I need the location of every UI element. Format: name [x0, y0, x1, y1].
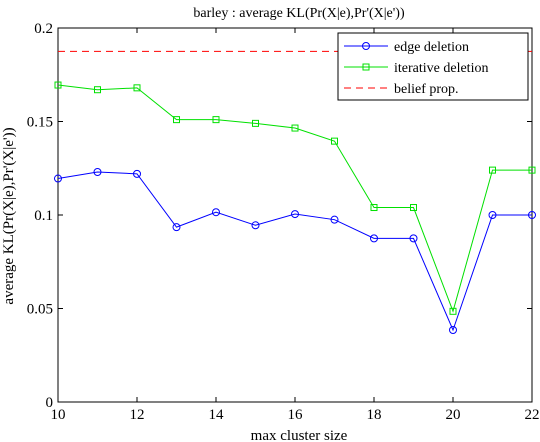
data-point-edge-deletion: [54, 174, 62, 183]
legend: edge deletion iterative deletion belief pr…: [337, 32, 529, 101]
y-tick-label: 0.1: [34, 208, 53, 224]
data-point-iterative-deletion: [370, 204, 378, 212]
data-point-iterative-deletion: [489, 166, 496, 174]
y-axis-label: average KL(Pr(X|e),Pr'(X|e')): [1, 127, 17, 304]
data-point-iterative-deletion: [410, 204, 417, 212]
x-axis-label: max cluster size: [251, 428, 348, 442]
data-point-edge-deletion: [449, 326, 457, 335]
y-tick-label: 0: [46, 395, 54, 411]
x-tick-label: 22: [525, 407, 540, 423]
x-tick-label: 14: [209, 407, 225, 423]
data-point-edge-deletion: [370, 234, 378, 243]
series-line-iterative-deletion: [57, 84, 532, 313]
data-point-iterative-deletion: [252, 119, 259, 127]
data-point-edge-deletion: [133, 169, 141, 178]
data-point-edge-deletion: [172, 223, 181, 232]
data-point-iterative-deletion: [94, 86, 101, 94]
data-point-iterative-deletion: [291, 124, 299, 132]
series-line-edge-deletion: [57, 171, 532, 332]
data-point-iterative-deletion: [133, 84, 141, 92]
plot-area: 10 12 14 16 18 20 22 0 0.05 0.1 0.15 0.2: [27, 21, 540, 423]
x-tick-label: 10: [51, 407, 66, 423]
legend-marker-circle: [362, 42, 370, 50]
legend-label: belief prop.: [394, 82, 459, 97]
y-tick-label: 0.2: [34, 21, 53, 37]
x-tick-label: 18: [367, 407, 382, 423]
data-point-edge-deletion: [409, 234, 418, 243]
data-point-edge-deletion: [93, 167, 102, 176]
data-point-iterative-deletion: [54, 81, 62, 89]
data-point-edge-deletion: [251, 221, 260, 230]
y-tick-label: 0.15: [27, 115, 53, 131]
legend-label: edge deletion: [394, 40, 469, 55]
data-point-edge-deletion: [212, 208, 220, 217]
data-point-iterative-deletion: [528, 166, 536, 174]
data-point-iterative-deletion: [173, 116, 180, 124]
data-point-edge-deletion: [488, 211, 497, 219]
data-point-iterative-deletion: [331, 137, 338, 145]
x-tick-label: 16: [288, 407, 304, 423]
x-tick-label: 12: [130, 407, 145, 423]
data-point-iterative-deletion: [449, 307, 457, 315]
data-point-edge-deletion: [291, 210, 299, 219]
chart-title: barley : average KL(Pr(X|e),Pr'(X|e')): [193, 6, 405, 21]
data-point-edge-deletion: [330, 215, 339, 224]
legend-marker-square: [362, 63, 370, 71]
data-point-iterative-deletion: [212, 116, 220, 124]
data-point-edge-deletion: [528, 211, 536, 219]
y-tick-label: 0.05: [27, 302, 53, 318]
legend-label: iterative deletion: [394, 61, 488, 76]
x-tick-label: 20: [446, 407, 461, 423]
